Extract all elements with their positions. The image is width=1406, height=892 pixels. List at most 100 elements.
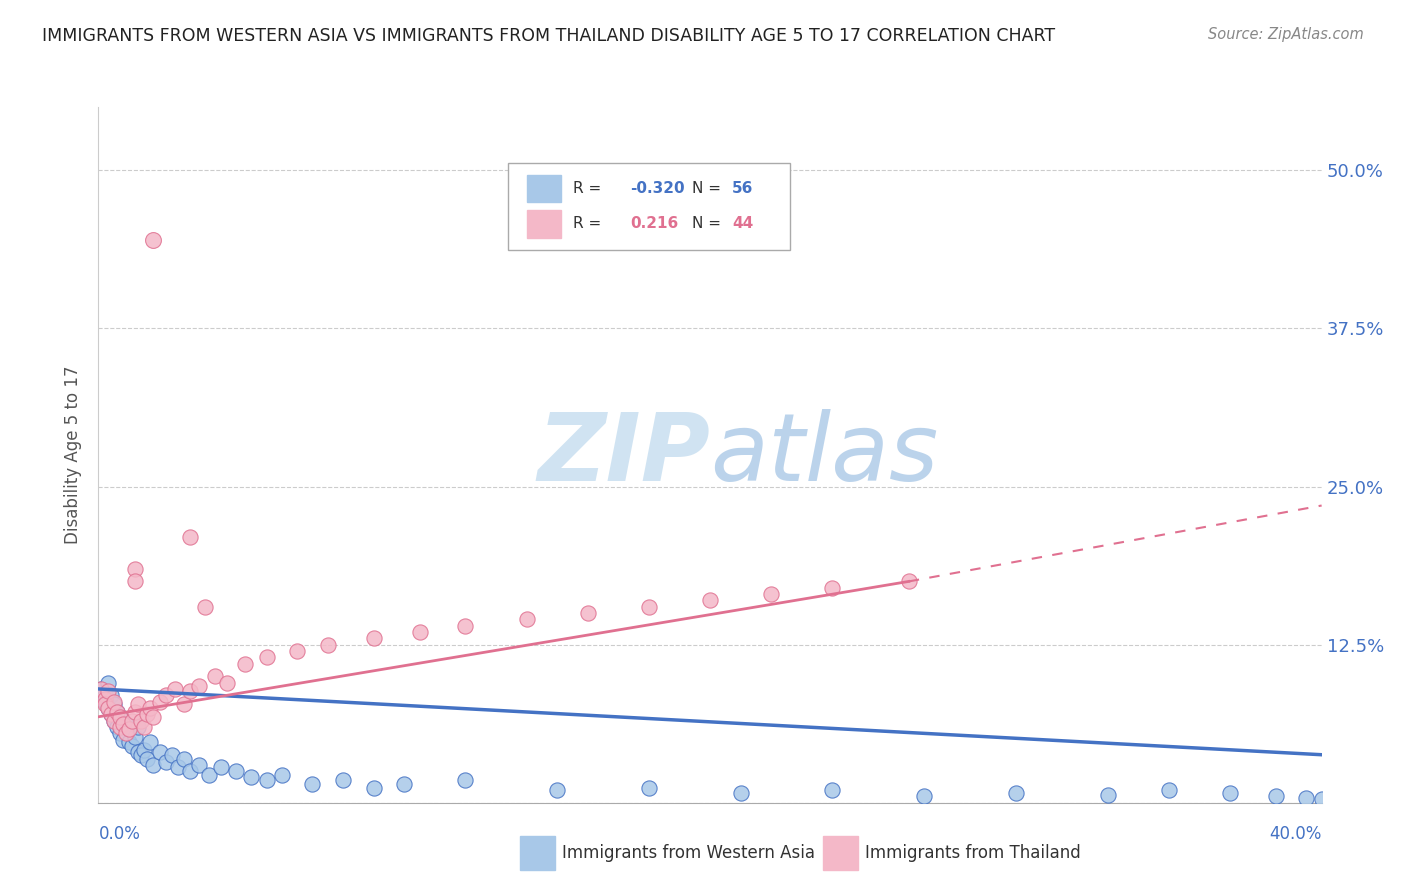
Point [1310, 792, 1333, 806]
Point [93, 697, 115, 711]
Point [103, 695, 125, 709]
Point [1157, 783, 1180, 797]
Point [1004, 786, 1026, 800]
Point [225, 764, 247, 779]
Point [912, 789, 935, 804]
Point [142, 757, 165, 772]
Point [100, 688, 122, 702]
Point [97, 675, 120, 690]
Point [149, 695, 172, 709]
Bar [527, 175, 561, 202]
Point [363, 780, 385, 795]
Bar [527, 175, 561, 202]
Point [637, 780, 661, 795]
Point [516, 612, 538, 626]
Point [111, 717, 134, 731]
Point [730, 786, 752, 800]
Point [105, 705, 128, 719]
Text: 40.0%: 40.0% [1270, 825, 1322, 843]
Point [1295, 790, 1317, 805]
Point [270, 768, 292, 782]
Point [136, 707, 159, 722]
Point [256, 772, 278, 787]
Point [160, 747, 183, 762]
Point [100, 707, 122, 722]
Point [546, 783, 568, 797]
Point [256, 650, 278, 665]
Point [93, 688, 115, 702]
Point [124, 705, 146, 719]
Point [134, 720, 156, 734]
Text: 0.0%: 0.0% [98, 825, 141, 843]
Point [121, 739, 143, 753]
Text: 56: 56 [733, 181, 754, 196]
Point [105, 720, 128, 734]
Point [103, 714, 125, 728]
Point [240, 771, 263, 785]
Point [108, 710, 131, 724]
Point [149, 745, 172, 759]
Point [204, 669, 226, 683]
Point [215, 675, 238, 690]
Text: ZIP: ZIP [537, 409, 710, 501]
Point [173, 751, 195, 765]
Point [454, 772, 477, 787]
Point [188, 680, 211, 694]
FancyBboxPatch shape [508, 162, 790, 250]
Text: R =: R = [574, 181, 606, 196]
Y-axis label: Disability Age 5 to 17: Disability Age 5 to 17 [65, 366, 83, 544]
Point [163, 681, 186, 696]
Point [142, 233, 165, 247]
Text: Immigrants from Thailand: Immigrants from Thailand [865, 844, 1080, 862]
Point [194, 599, 217, 614]
Point [134, 742, 156, 756]
Point [93, 695, 115, 709]
Text: N =: N = [692, 216, 725, 231]
Text: Immigrants from Western Asia: Immigrants from Western Asia [562, 844, 815, 862]
Point [90, 681, 112, 696]
Point [821, 581, 844, 595]
Text: Source: ZipAtlas.com: Source: ZipAtlas.com [1208, 27, 1364, 42]
Point [167, 760, 190, 774]
Point [316, 638, 339, 652]
Point [97, 701, 120, 715]
Point [155, 756, 177, 770]
Point [209, 760, 232, 774]
Point [103, 697, 125, 711]
Point [118, 723, 141, 737]
Text: 44: 44 [733, 216, 754, 231]
Point [301, 777, 323, 791]
Point [699, 593, 721, 607]
Point [108, 726, 131, 740]
Bar [527, 210, 561, 237]
Point [124, 562, 146, 576]
Text: 0.216: 0.216 [630, 216, 679, 231]
Point [124, 730, 146, 744]
Point [142, 710, 165, 724]
Point [105, 705, 128, 719]
Point [139, 735, 162, 749]
Point [1097, 788, 1119, 802]
Point [179, 684, 201, 698]
Point [139, 701, 162, 715]
Point [129, 747, 152, 762]
Point [233, 657, 256, 671]
Point [454, 618, 477, 632]
Point [127, 745, 149, 759]
Text: IMMIGRANTS FROM WESTERN ASIA VS IMMIGRANTS FROM THAILAND DISABILITY AGE 5 TO 17 : IMMIGRANTS FROM WESTERN ASIA VS IMMIGRAN… [42, 27, 1056, 45]
Point [1264, 789, 1286, 804]
Point [129, 714, 152, 728]
Point [115, 726, 138, 740]
Point [637, 599, 661, 614]
Point [118, 735, 141, 749]
Point [108, 710, 131, 724]
Point [97, 701, 120, 715]
Bar [527, 210, 561, 237]
Point [179, 764, 201, 779]
Point [332, 772, 354, 787]
Point [115, 717, 138, 731]
Point [118, 723, 141, 737]
Point [285, 644, 308, 658]
Point [179, 530, 201, 544]
Text: N =: N = [692, 181, 725, 196]
